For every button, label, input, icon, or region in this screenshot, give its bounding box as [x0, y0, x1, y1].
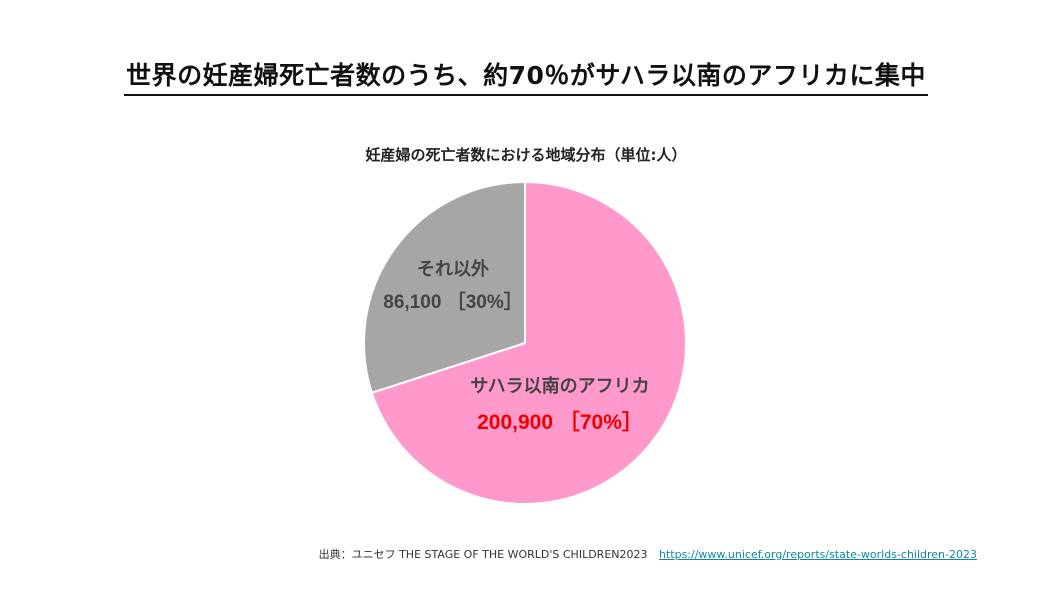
slice-value-other-number: 86,100: [383, 292, 442, 313]
source-note: 出典：ユニセフ THE STAGE OF THE WORLD'S CHILDRE…: [319, 546, 977, 562]
headline: 世界の妊産婦死亡者数のうち、約70％がサハラ以南のアフリカに集中: [0, 56, 1052, 96]
slice-label-other: それ以外 86,100 ［30%］: [383, 259, 523, 313]
headline-text: 世界の妊産婦死亡者数のうち、約70％がサハラ以南のアフリカに集中: [124, 56, 928, 96]
chart-title: 妊産婦の死亡者数における地域分布（単位:人）: [365, 146, 687, 164]
slice-value-other-percent: ［30%］: [446, 292, 523, 313]
slice-value-ssa-number: 200,900: [477, 411, 554, 434]
pie-slice-1: [363, 180, 526, 395]
slice-name-other: それ以外: [417, 259, 489, 280]
slice-value-ssa-percent: ［70%］: [558, 411, 643, 434]
slice-label-ssa: サハラ以南のアフリカ 200,900 ［70%］: [440, 376, 680, 434]
pie-slice-0: [370, 180, 687, 505]
source-text: 出典：ユニセフ THE STAGE OF THE WORLD'S CHILDRE…: [318, 548, 648, 561]
slice-value-ssa: 200,900 ［70%］: [440, 412, 680, 433]
slice-value-other: 86,100 ［30%］: [383, 293, 523, 312]
slice-name-ssa: サハラ以南のアフリカ: [470, 376, 650, 397]
source-link[interactable]: https://www.unicef.org/reports/state-wor…: [659, 548, 977, 561]
